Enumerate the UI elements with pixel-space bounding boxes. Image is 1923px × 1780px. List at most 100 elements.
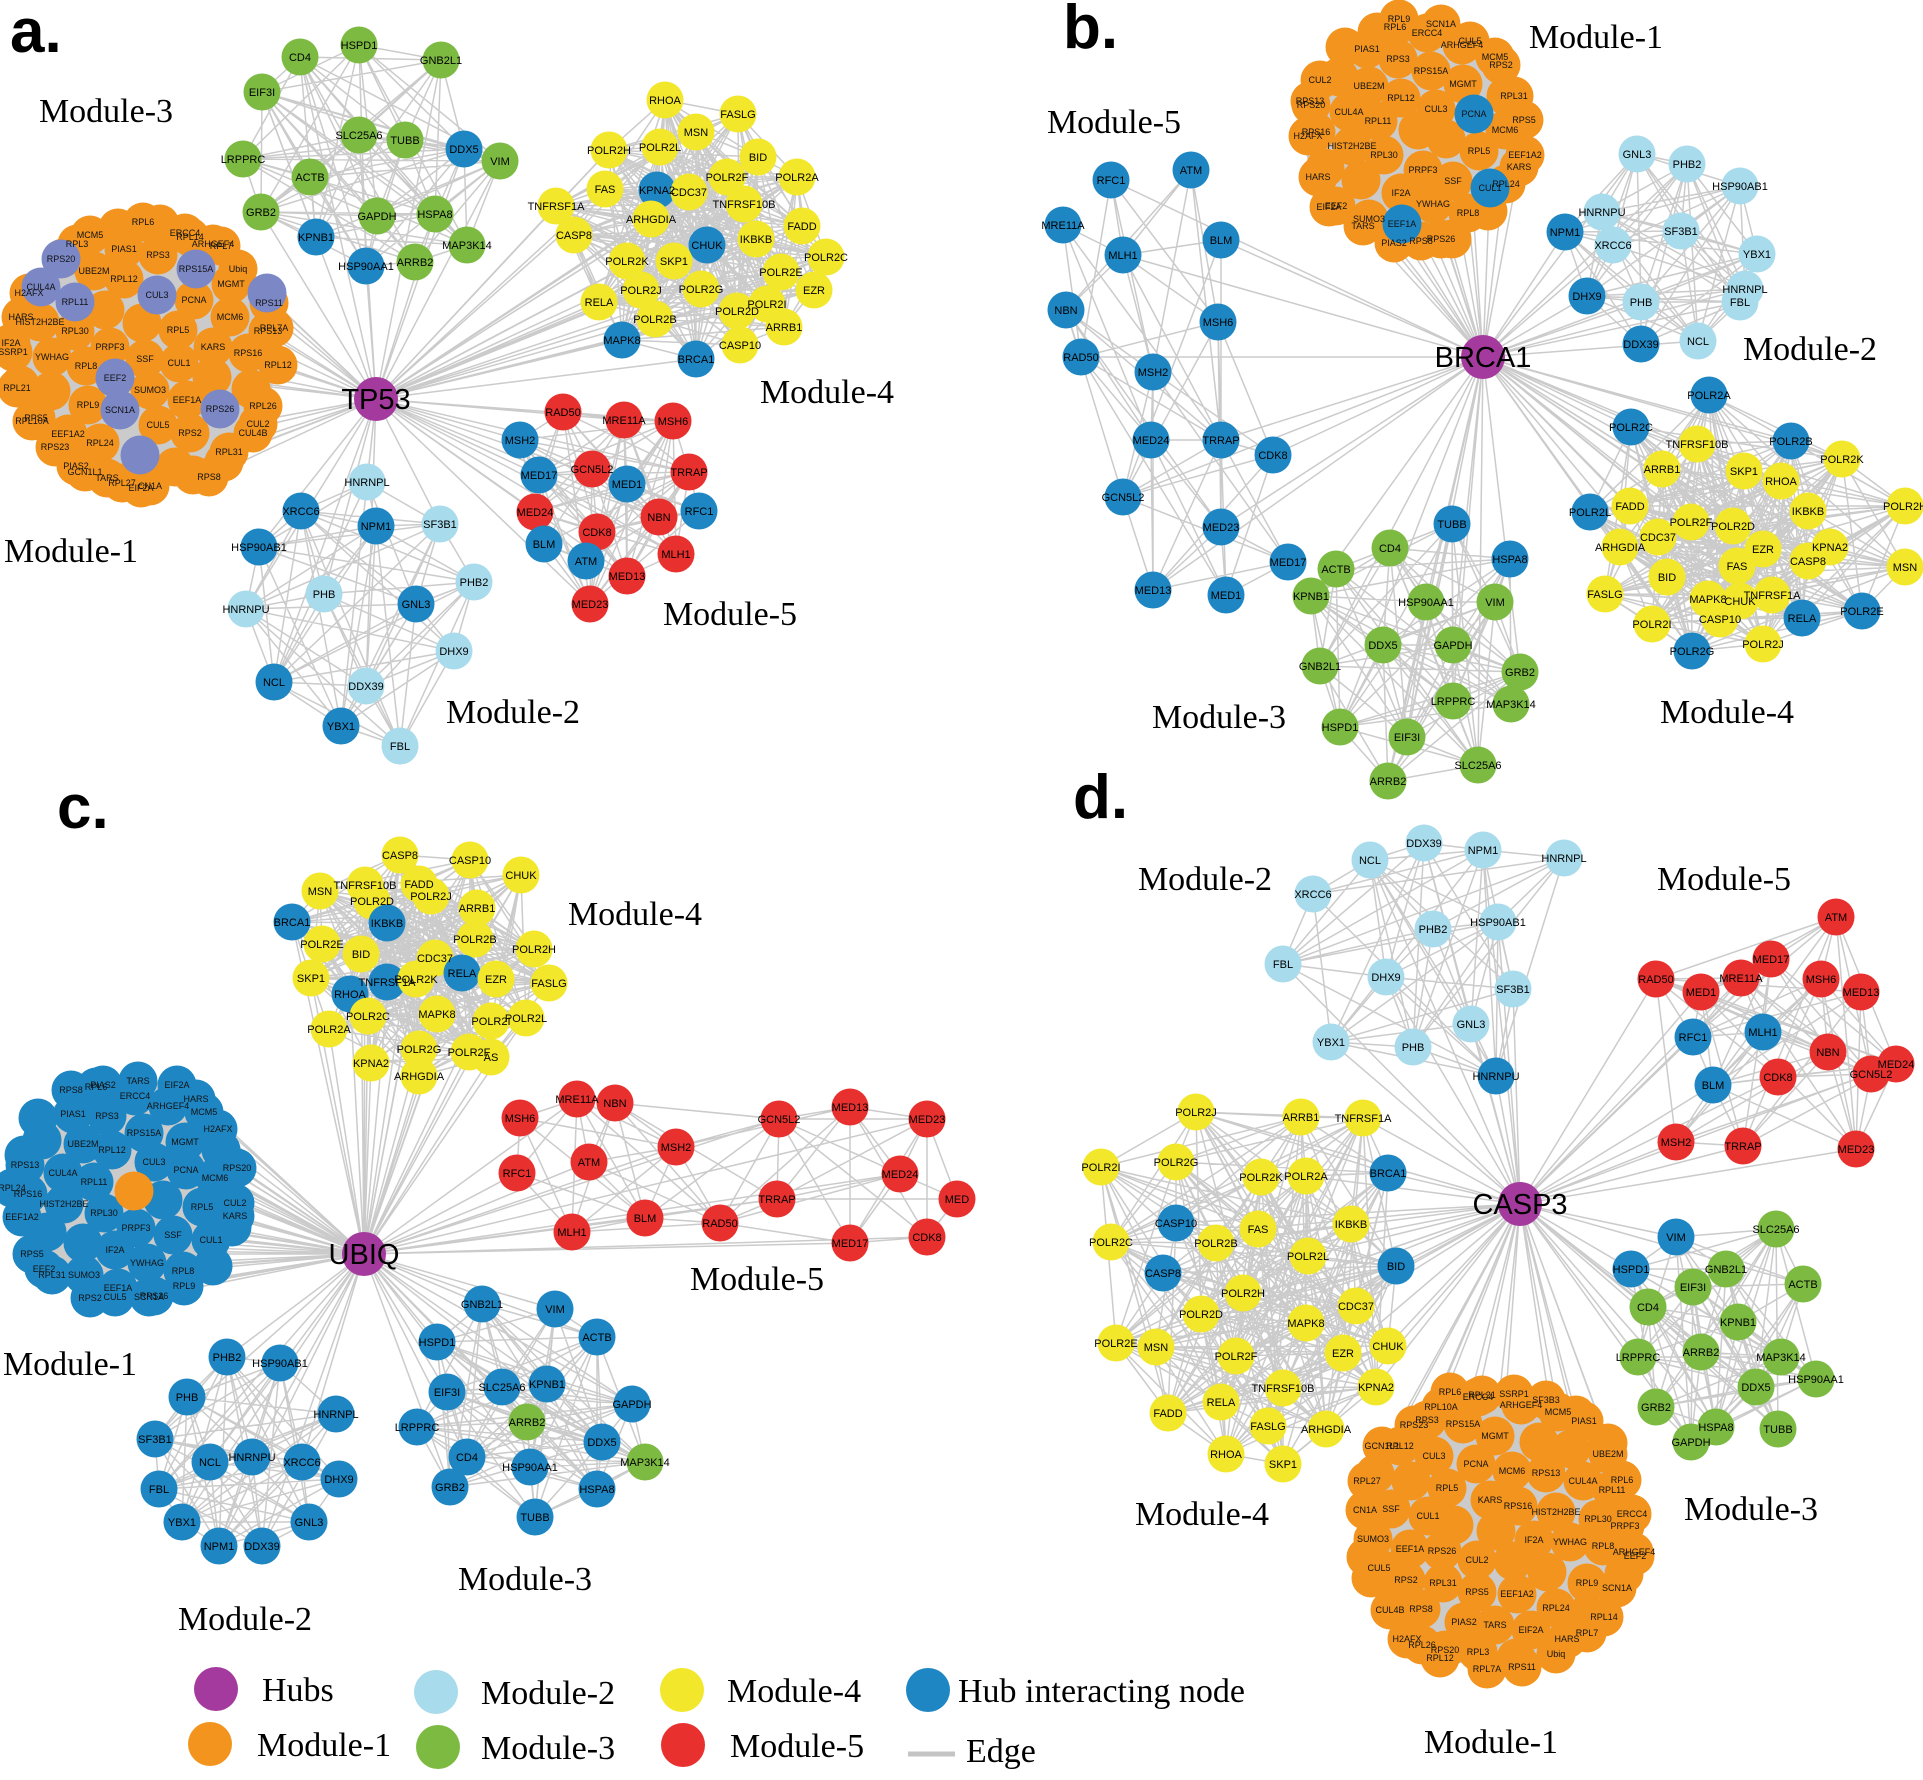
- svg-text:POLR2E: POLR2E: [1094, 1338, 1137, 1350]
- svg-text:POLR2J: POLR2J: [1742, 639, 1784, 651]
- svg-text:TRRAP: TRRAP: [758, 1194, 795, 1206]
- svg-text:DDX39: DDX39: [1623, 339, 1658, 351]
- svg-text:SF3B3: SF3B3: [1532, 1395, 1560, 1405]
- svg-text:RPL5: RPL5: [1468, 146, 1491, 156]
- svg-text:POLR2E: POLR2E: [300, 939, 343, 951]
- svg-text:HSP90AB1: HSP90AB1: [1712, 181, 1768, 193]
- svg-text:RPL21: RPL21: [3, 383, 31, 393]
- svg-text:NBN: NBN: [603, 1098, 626, 1110]
- svg-text:KARS: KARS: [201, 342, 226, 352]
- svg-text:RPS2: RPS2: [178, 428, 202, 438]
- svg-text:TNFRSF1A: TNFRSF1A: [1744, 590, 1802, 602]
- svg-text:TNFRSF1A: TNFRSF1A: [528, 201, 586, 213]
- svg-text:EZR: EZR: [485, 974, 507, 986]
- svg-text:POLR2G: POLR2G: [679, 284, 724, 296]
- svg-text:EIF2A: EIF2A: [164, 1080, 189, 1090]
- svg-text:ARRB2: ARRB2: [397, 257, 434, 269]
- svg-text:PHB: PHB: [313, 589, 336, 601]
- svg-text:HARS: HARS: [1305, 172, 1330, 182]
- svg-text:PHB: PHB: [176, 1392, 199, 1404]
- svg-text:ARRB1: ARRB1: [1283, 1112, 1320, 1124]
- svg-text:GNL3: GNL3: [402, 599, 431, 611]
- svg-text:RPL5: RPL5: [1436, 1483, 1459, 1493]
- svg-text:GCN5L2: GCN5L2: [571, 464, 614, 476]
- svg-text:GCN5L2: GCN5L2: [1850, 1069, 1893, 1081]
- svg-text:MED23: MED23: [1838, 1144, 1875, 1156]
- svg-text:HIST2H2BE: HIST2H2BE: [1531, 1507, 1580, 1517]
- svg-text:BID: BID: [1387, 1261, 1405, 1273]
- svg-text:CUL2: CUL2: [1465, 1555, 1488, 1565]
- svg-text:RPL12: RPL12: [110, 274, 138, 284]
- svg-text:POLR2F: POLR2F: [706, 172, 749, 184]
- svg-text:RAD50: RAD50: [702, 1218, 737, 1230]
- svg-text:PIAS2: PIAS2: [90, 1080, 116, 1090]
- svg-text:Module-2: Module-2: [178, 1601, 312, 1638]
- svg-text:CDC37: CDC37: [671, 187, 707, 199]
- svg-text:Module-4: Module-4: [1135, 1496, 1269, 1533]
- svg-text:PHB2: PHB2: [460, 577, 489, 589]
- svg-text:ARRB2: ARRB2: [509, 1417, 546, 1429]
- svg-text:RPS3: RPS3: [146, 250, 170, 260]
- svg-text:GRB2: GRB2: [435, 1482, 465, 1494]
- svg-text:RAD50: RAD50: [1063, 352, 1098, 364]
- svg-text:RPL11: RPL11: [62, 297, 89, 307]
- svg-text:RPL6: RPL6: [132, 217, 155, 227]
- svg-text:EIF3I: EIF3I: [1394, 732, 1420, 744]
- svg-text:PRPF3: PRPF3: [95, 342, 124, 352]
- svg-text:Module-5: Module-5: [730, 1728, 864, 1765]
- svg-text:POLR2K: POLR2K: [1239, 1172, 1283, 1184]
- svg-text:RAD50: RAD50: [1638, 974, 1673, 986]
- svg-text:POLR2A: POLR2A: [307, 1024, 351, 1036]
- svg-text:b.: b.: [1063, 0, 1118, 62]
- svg-text:SCN1A: SCN1A: [105, 405, 135, 415]
- svg-text:CUL4B: CUL4B: [1375, 1605, 1404, 1615]
- svg-text:ACTB: ACTB: [295, 172, 324, 184]
- svg-text:CD4: CD4: [456, 1452, 478, 1464]
- svg-text:GNL3: GNL3: [295, 1517, 324, 1529]
- svg-text:RHOA: RHOA: [1210, 1449, 1242, 1461]
- svg-text:SSRP1: SSRP1: [1499, 1389, 1529, 1399]
- svg-text:EIF2A: EIF2A: [1518, 1625, 1543, 1635]
- svg-text:TNFRSF10B: TNFRSF10B: [1666, 439, 1729, 451]
- svg-text:HIST2H2BE: HIST2H2BE: [1327, 141, 1376, 151]
- svg-text:EIF3I: EIF3I: [434, 1387, 460, 1399]
- svg-text:TUBB: TUBB: [1763, 1424, 1792, 1436]
- svg-text:CUL1: CUL1: [167, 358, 190, 368]
- svg-text:CUL4A: CUL4A: [1568, 1476, 1597, 1486]
- svg-text:ERCC4: ERCC4: [1412, 28, 1443, 38]
- svg-text:Module-1: Module-1: [1529, 19, 1663, 56]
- svg-text:GRB2: GRB2: [1505, 667, 1535, 679]
- svg-text:H2AFX: H2AFX: [14, 288, 43, 298]
- svg-text:RPS2: RPS2: [1394, 1575, 1418, 1585]
- svg-text:RPL9: RPL9: [173, 1281, 196, 1291]
- svg-text:CASP3: CASP3: [1472, 1189, 1567, 1221]
- svg-text:MSH6: MSH6: [1806, 974, 1837, 986]
- svg-text:HSPD1: HSPD1: [341, 40, 378, 52]
- svg-text:MSH2: MSH2: [505, 435, 536, 447]
- svg-text:CHUK: CHUK: [691, 240, 723, 252]
- svg-text:SLC25A6: SLC25A6: [1454, 760, 1501, 772]
- svg-text:YWHAG: YWHAG: [35, 352, 69, 362]
- svg-text:MSH6: MSH6: [1203, 317, 1234, 329]
- svg-text:CD4: CD4: [1637, 1302, 1659, 1314]
- svg-text:XRCC6: XRCC6: [283, 1457, 320, 1469]
- svg-text:GCN5L2: GCN5L2: [1102, 492, 1145, 504]
- svg-text:ARRB2: ARRB2: [1370, 776, 1407, 788]
- svg-text:SKP1: SKP1: [297, 973, 325, 985]
- svg-text:EIF3I: EIF3I: [249, 87, 275, 99]
- svg-text:YWHAG: YWHAG: [1553, 1537, 1587, 1547]
- svg-text:VIM: VIM: [545, 1304, 565, 1316]
- svg-text:RPL8: RPL8: [1457, 208, 1480, 218]
- svg-text:CD4: CD4: [289, 52, 311, 64]
- svg-text:IKBKB: IKBKB: [371, 918, 403, 930]
- svg-text:RPL11: RPL11: [1599, 1485, 1626, 1495]
- svg-text:VIM: VIM: [1666, 1232, 1686, 1244]
- svg-text:KPNA2: KPNA2: [1358, 1382, 1394, 1394]
- svg-text:RPL21: RPL21: [1468, 1390, 1496, 1400]
- svg-text:CASP10: CASP10: [449, 855, 491, 867]
- svg-text:MED1: MED1: [612, 479, 643, 491]
- svg-text:RPL9: RPL9: [1388, 14, 1411, 24]
- svg-text:BRCA1: BRCA1: [678, 354, 715, 366]
- svg-text:RPS8: RPS8: [1409, 236, 1433, 246]
- svg-text:SLC25A6: SLC25A6: [478, 1382, 525, 1394]
